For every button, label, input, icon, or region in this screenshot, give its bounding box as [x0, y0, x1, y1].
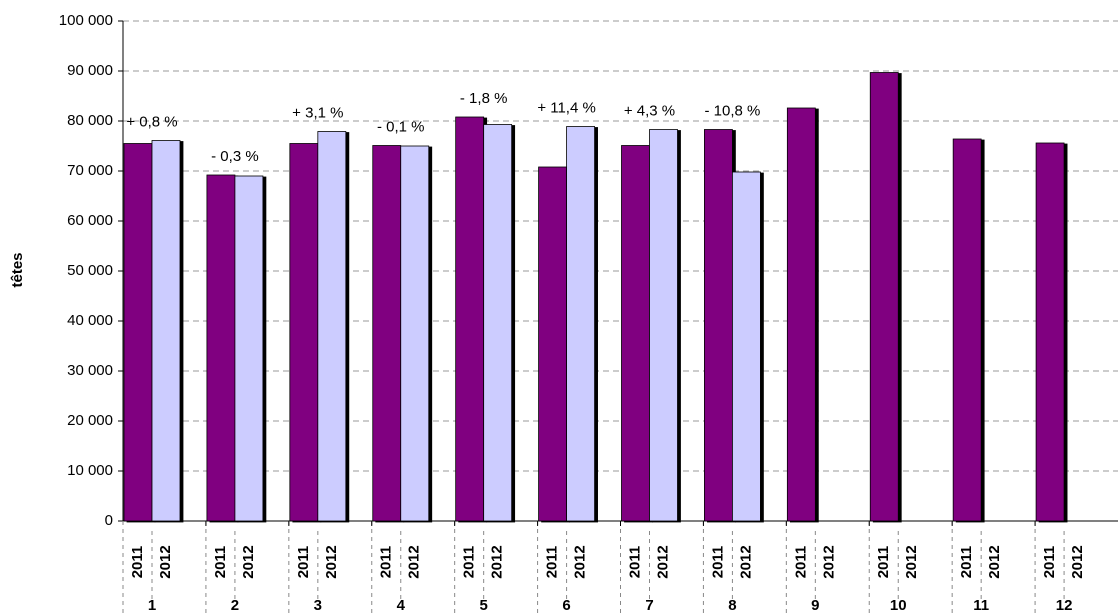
bar	[400, 145, 430, 522]
x-tick-label: 2	[231, 597, 239, 614]
annotation: - 1,8 %	[460, 90, 508, 107]
bar	[704, 129, 733, 522]
series-sub-label: 2012	[986, 545, 1003, 578]
series-sub-label: 2011	[212, 546, 229, 579]
series-sub-label: 2012	[820, 545, 837, 578]
y-tick-label: 80 000	[67, 112, 113, 129]
x-tick-label: 3	[314, 597, 322, 614]
bar	[372, 145, 402, 522]
bar	[317, 131, 347, 522]
annotation: + 4,3 %	[624, 102, 675, 119]
annotation: + 11,4 %	[537, 99, 596, 116]
series-sub-label: 2012	[737, 545, 754, 578]
series-sub-label: 2011	[958, 546, 975, 579]
bar	[123, 143, 153, 522]
bar	[786, 107, 816, 522]
series-sub-label: 2011	[792, 546, 809, 579]
series-sub-label: 2012	[489, 545, 506, 578]
x-tick-label: 1	[148, 597, 156, 614]
x-tick-label: 8	[728, 597, 736, 614]
bar	[538, 166, 567, 522]
series-sub-label: 2012	[903, 545, 920, 578]
bar	[151, 140, 181, 522]
y-tick-label: 30 000	[67, 362, 113, 379]
series-sub-label: 2012	[406, 545, 423, 578]
y-tick-label: 10 000	[67, 462, 113, 479]
x-tick-label: 5	[479, 597, 487, 614]
series-sub-label: 2011	[626, 546, 643, 579]
x-tick-label: 7	[645, 597, 653, 614]
x-tick-label: 6	[562, 597, 570, 614]
annotation: - 10,8 %	[704, 102, 760, 119]
annotation: - 0,3 %	[211, 148, 259, 165]
x-tick-label: 4	[397, 597, 406, 614]
bar	[649, 129, 678, 522]
y-tick-label: 50 000	[67, 262, 113, 279]
series-sub-label: 2011	[378, 546, 395, 579]
annotation: + 0,8 %	[126, 113, 177, 130]
series-sub-label: 2012	[572, 545, 589, 578]
series-sub-label: 2012	[1069, 545, 1086, 578]
series-sub-label: 2011	[461, 546, 478, 579]
x-tick-label: 11	[973, 597, 989, 614]
bar	[621, 145, 650, 522]
annotation: + 3,1 %	[292, 104, 343, 121]
bar	[289, 143, 319, 522]
x-tick-label: 9	[811, 597, 819, 614]
bar	[869, 72, 899, 522]
bar	[455, 116, 485, 522]
series-sub-label: 2011	[544, 546, 561, 579]
bar	[732, 171, 761, 522]
y-tick-label: 20 000	[67, 412, 113, 429]
series-sub-label: 2012	[240, 545, 257, 578]
x-tick-label: 12	[1056, 597, 1073, 614]
y-tick-label: 100 000	[59, 12, 113, 29]
series-sub-label: 2011	[1041, 546, 1058, 579]
y-tick-label: 60 000	[67, 212, 113, 229]
bar	[952, 138, 982, 522]
series-sub-label: 2011	[295, 546, 312, 579]
series-sub-label: 2011	[875, 546, 892, 579]
y-tick-label: 90 000	[67, 62, 113, 79]
y-axis-label: têtes	[9, 252, 26, 287]
bar	[566, 126, 595, 522]
y-tick-label: 0	[105, 512, 113, 529]
series-sub-label: 2012	[323, 545, 340, 578]
series-sub-label: 2011	[129, 546, 146, 579]
bar	[1035, 142, 1065, 522]
bar	[234, 175, 264, 522]
y-tick-label: 40 000	[67, 312, 113, 329]
series-sub-label: 2012	[157, 545, 174, 578]
x-tick-label: 10	[890, 597, 907, 614]
series-sub-label: 2012	[654, 545, 671, 578]
bar	[206, 174, 236, 522]
bar	[483, 124, 513, 522]
annotation: - 0,1 %	[377, 118, 425, 135]
series-sub-label: 2011	[709, 546, 726, 579]
y-tick-label: 70 000	[67, 162, 113, 179]
